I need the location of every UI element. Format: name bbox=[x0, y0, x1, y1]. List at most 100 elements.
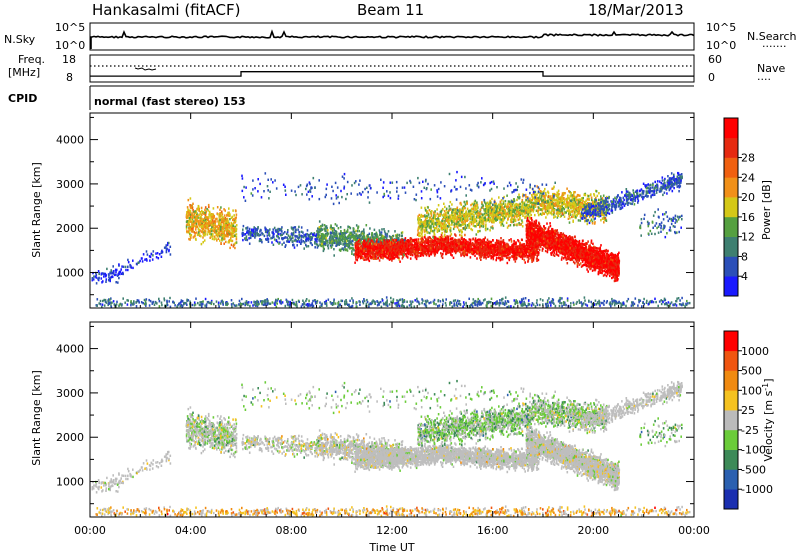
power-cell bbox=[190, 217, 192, 220]
power-cell bbox=[288, 305, 291, 308]
power-cell bbox=[469, 238, 472, 241]
power-cell bbox=[336, 224, 338, 227]
power-cell bbox=[621, 303, 624, 306]
power-cell bbox=[347, 225, 349, 228]
power-cell bbox=[308, 235, 311, 239]
power-cell bbox=[349, 247, 351, 250]
power-cell bbox=[365, 224, 368, 227]
power-cell bbox=[424, 304, 427, 307]
power-cell bbox=[357, 235, 360, 238]
power-cell bbox=[138, 261, 140, 264]
power-cell bbox=[447, 245, 449, 248]
cpid-text: normal (fast stereo) 153 bbox=[94, 95, 246, 108]
power-cell bbox=[277, 235, 280, 239]
power-cell bbox=[413, 245, 416, 248]
power-cell bbox=[458, 300, 461, 303]
power-cell bbox=[269, 302, 272, 305]
power-cell bbox=[144, 258, 146, 261]
power-cell bbox=[508, 305, 510, 308]
power-cell bbox=[194, 218, 197, 221]
power-cell bbox=[474, 301, 476, 304]
power-cell bbox=[217, 220, 219, 223]
power-cell bbox=[273, 238, 276, 241]
power-cell bbox=[603, 299, 605, 303]
power-cell bbox=[416, 254, 418, 257]
power-cell bbox=[202, 233, 205, 237]
power-cell bbox=[522, 297, 525, 300]
power-cell bbox=[283, 241, 285, 244]
power-cell bbox=[398, 298, 401, 302]
power-cell bbox=[360, 238, 362, 241]
power-cell bbox=[114, 273, 116, 277]
power-cell bbox=[403, 305, 405, 308]
power-cell bbox=[92, 271, 94, 275]
power-cell bbox=[146, 259, 148, 262]
power-cell bbox=[512, 255, 514, 259]
power-cell bbox=[531, 252, 533, 255]
power-cell bbox=[286, 240, 288, 243]
power-cell bbox=[260, 229, 262, 232]
power-cell bbox=[268, 233, 270, 236]
power-cell bbox=[213, 216, 215, 219]
power-cell bbox=[101, 281, 103, 284]
power-cell bbox=[481, 247, 483, 250]
power-cell bbox=[188, 237, 190, 241]
power-cell bbox=[349, 234, 351, 237]
power-cell bbox=[228, 207, 230, 210]
power-cell bbox=[414, 299, 416, 302]
power-cell bbox=[309, 237, 312, 241]
power-cell bbox=[464, 239, 467, 242]
power-cell bbox=[314, 234, 317, 238]
power-cell bbox=[199, 221, 201, 225]
power-cell bbox=[116, 274, 119, 277]
power-cell bbox=[582, 302, 585, 305]
power-cell bbox=[315, 243, 318, 246]
power-cell bbox=[464, 253, 467, 256]
power-cell bbox=[365, 239, 367, 242]
power-cell bbox=[595, 303, 597, 306]
power-cell bbox=[204, 226, 206, 229]
power-cell bbox=[613, 304, 616, 307]
power-cell bbox=[421, 298, 423, 301]
power-cell bbox=[410, 305, 413, 309]
power-cell bbox=[320, 225, 322, 228]
noise-left-tick-top: 10^5 bbox=[55, 21, 85, 34]
power-cell bbox=[216, 233, 219, 236]
power-cell bbox=[468, 297, 470, 300]
power-cell bbox=[189, 232, 191, 235]
power-cell bbox=[135, 301, 138, 304]
power-cell bbox=[467, 249, 470, 253]
freq-panel: Freq. [MHz] 18 8 60 0 Nave .... bbox=[8, 53, 785, 84]
power-cell bbox=[465, 242, 467, 246]
power-cell bbox=[205, 223, 208, 226]
power-cell bbox=[434, 252, 437, 256]
power-cell bbox=[247, 303, 249, 307]
power-cell bbox=[356, 243, 358, 246]
power-cell bbox=[344, 245, 346, 248]
power-cell bbox=[219, 235, 221, 238]
power-cell bbox=[281, 233, 283, 236]
power-cell bbox=[348, 240, 350, 243]
power-cell bbox=[383, 239, 385, 242]
power-cell bbox=[322, 247, 325, 250]
power-cell bbox=[204, 211, 206, 214]
power-cell bbox=[499, 245, 502, 248]
power-cell bbox=[235, 216, 237, 219]
power-cell bbox=[198, 234, 201, 237]
power-cell bbox=[413, 305, 416, 308]
power-cell bbox=[137, 299, 140, 302]
power-cell bbox=[225, 228, 228, 231]
power-cell bbox=[562, 301, 565, 304]
power-cell bbox=[396, 253, 398, 257]
power-cell bbox=[561, 304, 563, 308]
power-cell bbox=[584, 303, 587, 306]
power-cell bbox=[248, 237, 250, 240]
power-cell bbox=[435, 242, 437, 245]
power-cell bbox=[192, 228, 194, 231]
power-cell bbox=[234, 246, 236, 250]
power-cell bbox=[409, 246, 412, 249]
power-cell bbox=[101, 305, 103, 309]
power-cell bbox=[295, 300, 298, 304]
power-cell bbox=[378, 229, 381, 232]
power-cell bbox=[285, 244, 287, 247]
